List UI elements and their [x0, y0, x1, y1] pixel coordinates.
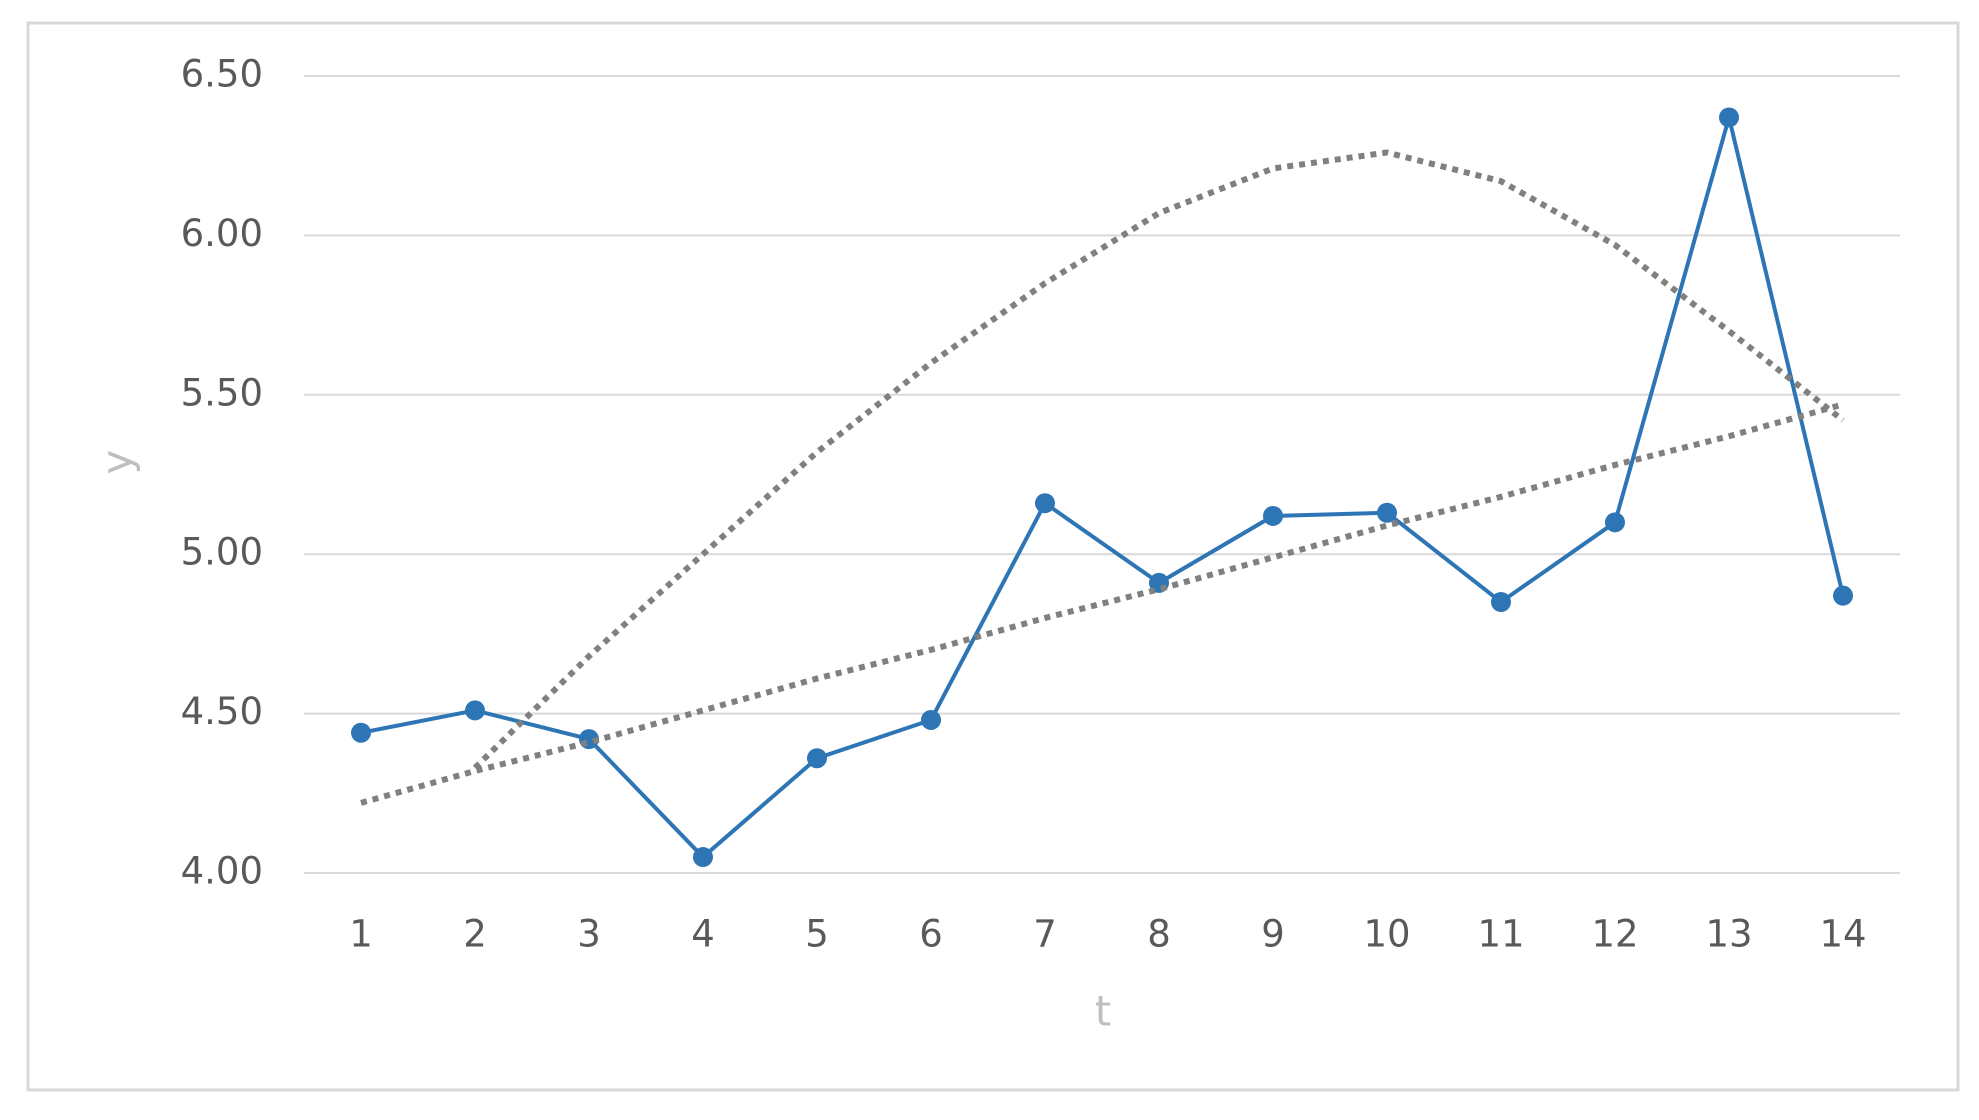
point: [1377, 502, 1397, 523]
x-tick-label: 5: [805, 913, 829, 956]
x-tick-label: 8: [1147, 913, 1171, 956]
x-tick-label: 6: [919, 913, 943, 956]
x-axis-title: t: [1095, 987, 1111, 1036]
point: [1491, 592, 1511, 613]
point: [465, 700, 485, 721]
point: [921, 709, 941, 730]
point: [693, 847, 713, 868]
y-tick-label: 5.00: [181, 531, 263, 574]
point: [1833, 585, 1853, 606]
x-tick-label: 9: [1261, 913, 1285, 956]
x-tick-label: 10: [1363, 913, 1410, 956]
x-tick-label: 13: [1705, 913, 1752, 956]
x-tick-label: 3: [577, 913, 601, 956]
y-tick-label: 6.00: [181, 212, 263, 255]
x-tick-label: 7: [1033, 913, 1057, 956]
point: [351, 722, 371, 743]
x-tick-label: 12: [1591, 913, 1638, 956]
y-axis-title: y: [93, 450, 142, 475]
trend-line: [360, 401, 1844, 806]
point: [1605, 512, 1625, 533]
y-tick-label: 4.50: [181, 690, 263, 733]
point: [1719, 107, 1739, 128]
point: [807, 748, 827, 769]
y-tick-label: 4.00: [181, 850, 263, 893]
x-tick-label: 1: [349, 913, 373, 956]
x-tick-label: 14: [1819, 913, 1866, 956]
x-tick-label: 2: [463, 913, 487, 956]
x-tick-label: 11: [1477, 913, 1524, 956]
y-tick-label: 6.50: [181, 53, 263, 96]
y-tick-label: 5.50: [181, 371, 263, 414]
chart-border: [26, 21, 1960, 1092]
x-tick-label: 4: [691, 913, 715, 956]
point: [1035, 493, 1055, 514]
point: [1263, 505, 1283, 526]
trend-line: [472, 149, 1845, 770]
series-line: [360, 115, 1845, 860]
